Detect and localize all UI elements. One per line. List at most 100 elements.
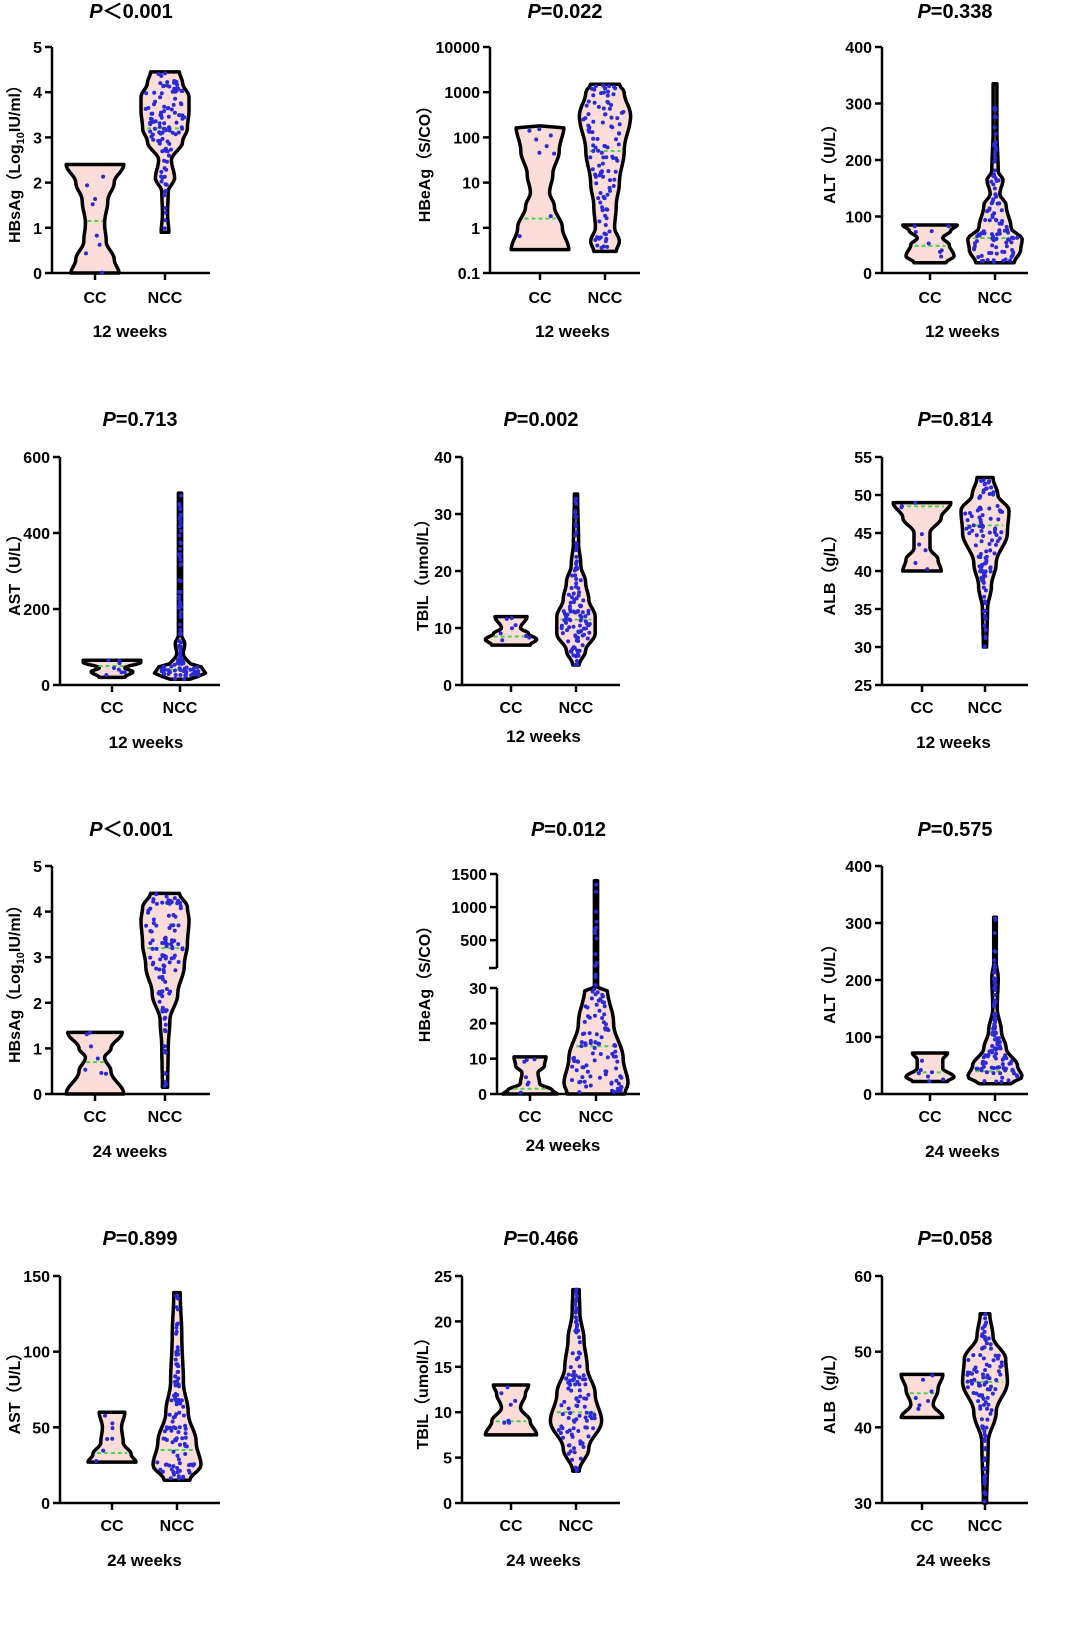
x-tick-label: NCC [968,700,1003,717]
data-point [172,110,177,115]
panel-title: P=0.012 [531,819,606,841]
y-tick-label: 10000 [436,40,481,57]
data-point [980,1424,985,1429]
data-point [610,154,615,159]
data-point [143,106,148,111]
data-point [179,125,184,130]
data-point [574,577,579,581]
data-point [581,1373,586,1378]
data-point [574,1396,579,1401]
data-point [998,1045,1003,1050]
data-point [972,1377,977,1382]
data-point [183,1435,188,1440]
data-point [574,1403,579,1408]
data-point [148,941,153,946]
data-point [604,216,609,221]
data-point [172,928,177,933]
data-point [188,667,193,672]
data-point [178,590,183,594]
data-point [988,548,993,553]
data-point [162,671,166,676]
data-point [999,530,1004,535]
data-point [583,1415,588,1420]
data-point [162,121,167,126]
data-point [985,1054,990,1059]
data-point [593,172,598,177]
y-tick-label: 0 [863,1087,872,1104]
data-point [112,666,116,670]
data-point [84,1032,89,1037]
panel-title: P=0.466 [503,1228,578,1250]
data-point [148,129,153,134]
data-point [177,661,182,666]
data-point [160,994,165,999]
data-point [574,1287,579,1292]
violin-panel: P=0.713 AST（U/L） 0 200 400 600 CC NCC 12 weeks [6,409,220,752]
data-point [158,957,163,962]
data-point [576,1059,581,1064]
data-point [173,914,178,919]
data-point [997,221,1002,226]
data-point [172,668,177,673]
data-point [507,1420,512,1425]
panel-title: P=0.022 [527,1,602,23]
data-point [566,1372,571,1377]
y-tick-label: 30 [469,981,487,998]
y-label-text: ALB（g/L） [821,1345,839,1434]
data-point [997,536,1002,541]
p-value: =0.575 [931,819,993,841]
data-point [175,1363,180,1368]
data-point [573,610,578,615]
data-point [548,133,553,138]
data-point [996,1369,1001,1374]
data-point [586,99,591,104]
data-point [573,654,578,658]
data-point [916,1406,921,1411]
data-point [105,1437,110,1441]
data-point [977,495,982,500]
panel-title: P＜0.001 [89,819,172,841]
data-point [600,1016,605,1020]
y-tick-label: 15 [434,1360,452,1377]
data-point [162,1044,167,1049]
data-point [577,1340,582,1345]
data-point [119,670,124,675]
data-point [992,114,997,119]
data-point [582,1031,587,1036]
data-point [612,84,617,89]
data-point [1004,240,1009,245]
data-point [178,1401,183,1406]
data-point [177,552,182,557]
data-point [965,1372,970,1377]
data-point [524,1058,529,1062]
data-point [588,1041,593,1046]
data-point [601,90,606,95]
y-tick-label: 25 [854,678,872,695]
data-point [159,169,164,174]
data-point [525,1082,530,1087]
data-point [993,192,998,197]
data-point [574,1299,579,1304]
data-point [177,533,182,538]
data-point [980,1334,984,1338]
data-point [584,1063,589,1068]
data-point [577,1335,582,1340]
x-tick-label: NCC [978,1109,1013,1126]
data-point [603,1027,608,1032]
violin-panel: P＜0.001 HBsAg（Log10IU/ml） 0 1 2 3 4 5 CC NCC 24 we… [6,819,210,1161]
data-point [178,610,183,614]
data-point [574,1068,579,1073]
data-point [184,1444,189,1449]
data-point [178,904,183,909]
data-point [149,134,154,139]
data-point [593,84,598,89]
data-point [999,1360,1004,1365]
data-point [173,1396,178,1401]
y-tick-label: 400 [845,859,872,876]
data-point [989,201,994,206]
data-point [574,530,579,535]
violin-panel: P=0.466 TBIL（umol/L） 0 5 10 15 20 25 CC NCC 24 wee… [414,1228,620,1570]
data-point [527,635,532,640]
data-point [993,156,998,161]
data-point [990,1044,995,1048]
